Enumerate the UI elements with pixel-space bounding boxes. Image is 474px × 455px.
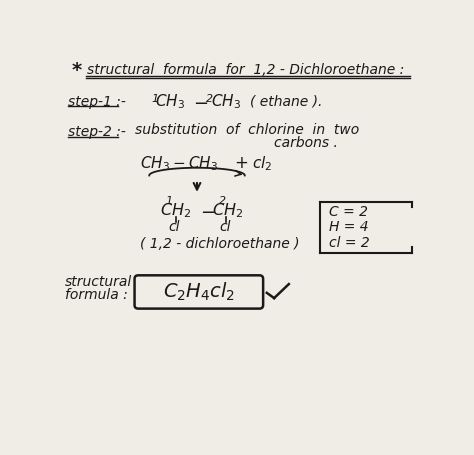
Text: $+$: $+$	[234, 154, 248, 172]
Text: substitution  of  chlorine  in  two: substitution of chlorine in two	[135, 123, 359, 137]
Text: step-2 :-: step-2 :-	[68, 126, 126, 139]
Text: cl: cl	[168, 220, 180, 234]
Text: cl: cl	[219, 220, 231, 234]
Text: structural  formula  for  1,2 - Dichloroethane :: structural formula for 1,2 - Dichloroeth…	[87, 63, 404, 77]
Text: ( ethane ).: ( ethane ).	[250, 95, 323, 109]
Text: cl = 2: cl = 2	[329, 236, 370, 250]
Text: formula :: formula :	[65, 288, 128, 302]
Text: C = 2: C = 2	[329, 205, 368, 218]
Text: 1: 1	[151, 95, 158, 105]
Text: $CH_3 - CH_3$: $CH_3 - CH_3$	[140, 154, 218, 172]
Text: H = 4: H = 4	[329, 220, 369, 234]
Text: *: *	[72, 61, 82, 80]
Text: $CH_2$: $CH_2$	[160, 202, 191, 220]
Text: $-$: $-$	[193, 93, 209, 111]
Text: structural: structural	[65, 275, 132, 289]
Text: carbons .: carbons .	[274, 136, 338, 150]
Text: $CH_2$: $CH_2$	[212, 202, 243, 220]
Text: $C_2H_4cl_2$: $C_2H_4cl_2$	[163, 281, 235, 303]
Text: 2: 2	[206, 95, 213, 105]
Text: $CH_3$: $CH_3$	[210, 92, 241, 111]
Text: $CH_3$: $CH_3$	[155, 92, 185, 111]
Text: ( 1,2 - dichloroethane ): ( 1,2 - dichloroethane )	[140, 237, 300, 251]
Text: $-$: $-$	[200, 202, 215, 220]
Text: step-1 :-: step-1 :-	[68, 95, 126, 109]
Text: 1: 1	[166, 196, 173, 206]
Text: 2: 2	[219, 196, 226, 206]
Text: $cl_2$: $cl_2$	[252, 154, 273, 172]
